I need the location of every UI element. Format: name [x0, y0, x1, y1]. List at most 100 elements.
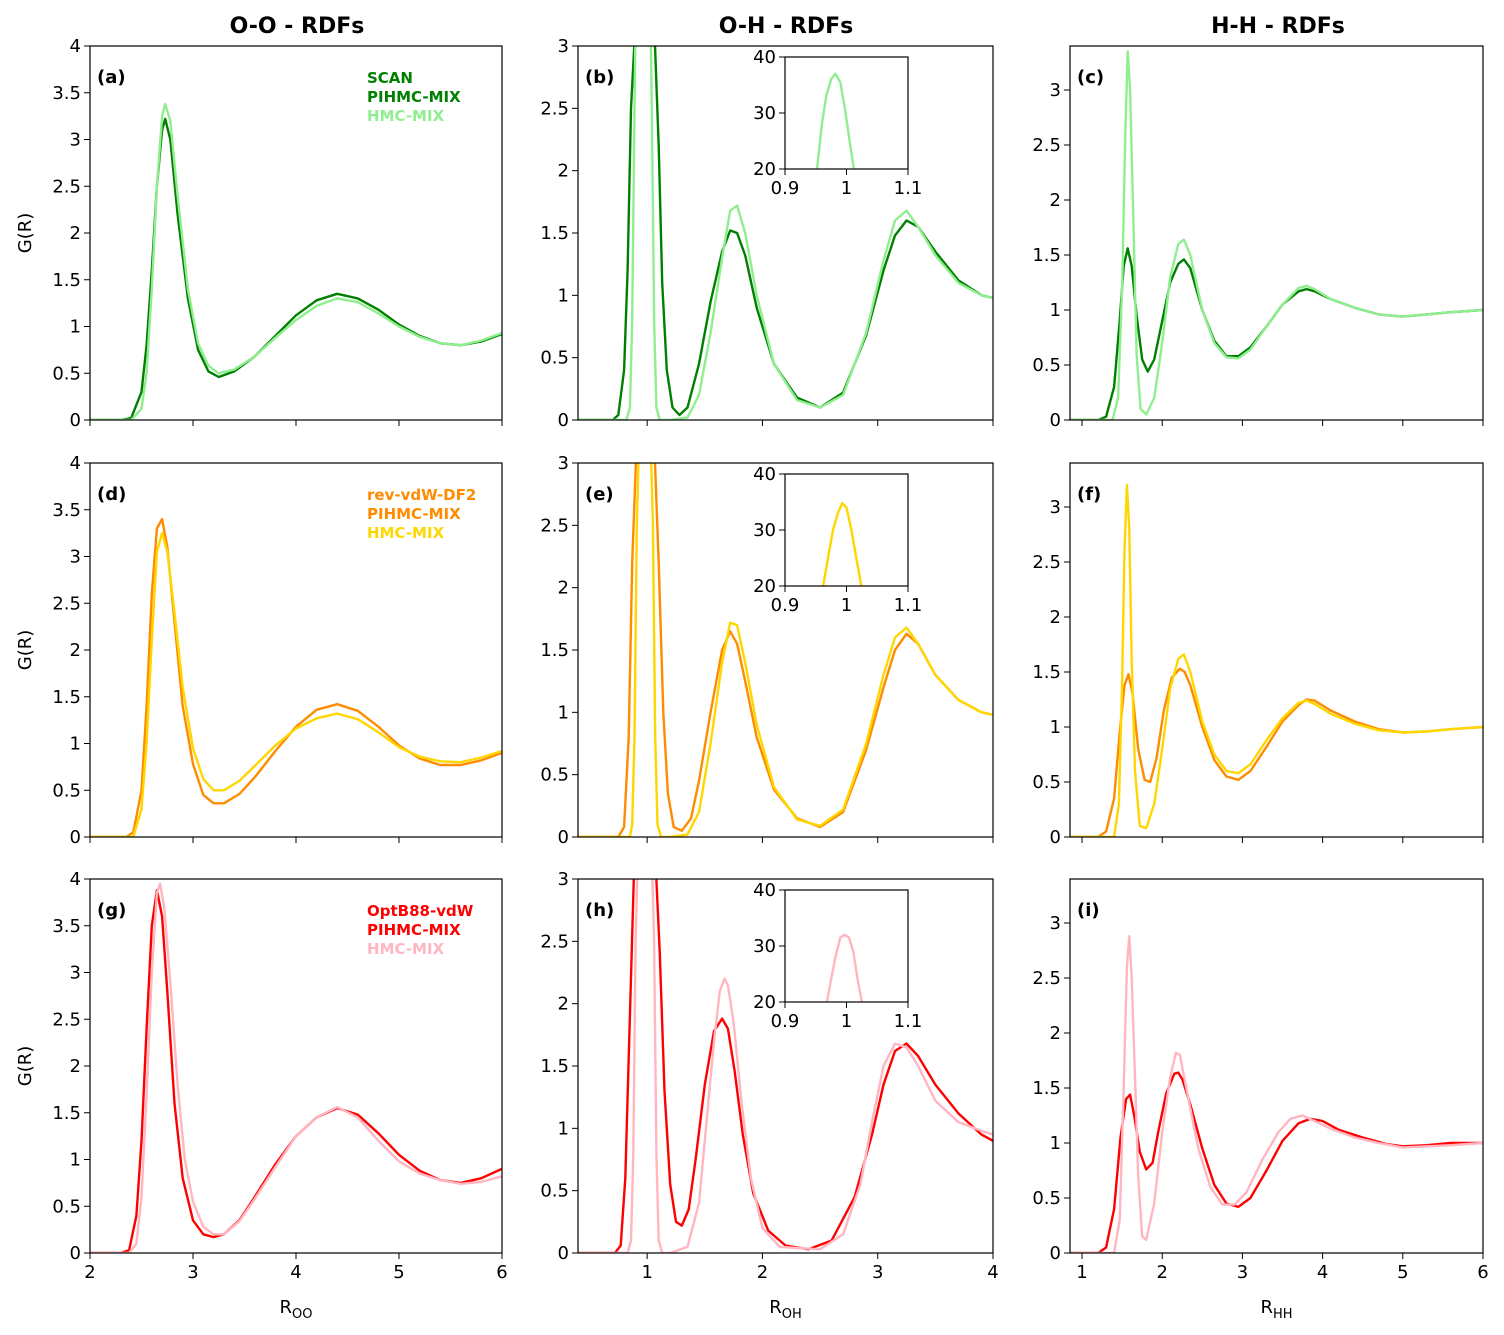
series-line-0	[815, 72, 856, 169]
series-line-0	[1070, 247, 1483, 420]
x-tick-label: 0.9	[771, 595, 800, 616]
y-tick-label: 0.5	[1032, 772, 1061, 793]
y-tick-label: 3	[558, 36, 569, 57]
panel-i: 0 0.5 1 1.5 2 2.5 3 1 2 3 4 5 6 (i) RHH	[1032, 878, 1489, 1322]
y-tick-label: 2	[558, 994, 569, 1015]
y-tick-label: 1	[558, 285, 569, 306]
panels: 00.511.522.533.54(a)G(R)SCANPIHMC-MIXHMC…	[15, 36, 1489, 1322]
panel-a: 0 0.5 1 1.5 2 2.5 3 3.5 4 (a) G(R) SCANPIHMC-MIXHMC…	[15, 36, 503, 431]
inset: 20 30 40 0.9 1 1.1	[753, 880, 922, 1032]
axes-frame	[1069, 462, 1484, 838]
panel-f: 0 0.5 1 1.5 2 2.5 3 (f)	[1032, 462, 1484, 848]
x-axis-label-sub: HH	[1273, 1307, 1293, 1322]
series-group	[815, 72, 856, 169]
y-tick-label: 0	[1050, 1243, 1061, 1264]
y-tick-label: 1	[558, 1118, 569, 1139]
x-axis-label: ROO	[280, 1297, 313, 1322]
x-tick-label: 3	[872, 1262, 883, 1283]
panel-label: (f)	[1077, 484, 1101, 505]
y-tick-label: 1	[70, 317, 81, 338]
y-tick-label: 0	[1050, 410, 1061, 431]
y-tick-label: 2	[558, 578, 569, 599]
series-line-0	[578, 879, 993, 1253]
column-titles: O-O - RDFs O-H - RDFs H-H - RDFs	[230, 14, 1345, 39]
series-group	[825, 933, 864, 1002]
y-tick-label: 1	[70, 1150, 81, 1171]
column-title-oo: O-O - RDFs	[230, 14, 365, 39]
x-tick-label: 2	[757, 1262, 768, 1283]
x-tick-label: 1	[841, 595, 852, 616]
x-tick-label: 5	[393, 1262, 404, 1283]
axes-frame	[784, 473, 909, 587]
series-group	[90, 882, 502, 1253]
x-axis-label: ROH	[769, 1297, 802, 1322]
series-line-1	[578, 463, 993, 837]
y-tick-label: 0	[70, 827, 81, 848]
y-tick-label: 1.5	[540, 1056, 569, 1077]
series-line-1	[1070, 50, 1483, 420]
y-tick-label: 1.5	[1032, 662, 1061, 683]
y-tick-label: 2.5	[52, 176, 81, 197]
y-tick-label: 1.5	[540, 223, 569, 244]
x-axis-label: RHH	[1260, 1297, 1292, 1322]
y-tick-label: 1.5	[52, 687, 81, 708]
axes-frame	[784, 889, 909, 1003]
y-tick-label: 3	[1050, 913, 1061, 934]
y-tick-label: 1.5	[540, 640, 569, 661]
y-axis-label: G(R)	[15, 630, 36, 671]
series-line-0	[578, 463, 993, 837]
y-tick-label: 2.5	[540, 931, 569, 952]
x-axis-label-sub: OO	[292, 1307, 312, 1322]
y-tick-label: 0	[558, 827, 569, 848]
y-tick-label: 30	[753, 936, 776, 957]
series-group	[1070, 483, 1483, 837]
x-tick-label: 5	[1397, 1262, 1408, 1283]
x-tick-label: 1	[841, 1011, 852, 1032]
x-tick-label: 3	[187, 1262, 198, 1283]
y-tick-label: 0	[558, 410, 569, 431]
panel-c: 0 0.5 1 1.5 2 2.5 3 (c)	[1032, 45, 1484, 431]
series-line-0	[825, 933, 864, 1002]
y-tick-label: 0	[70, 410, 81, 431]
y-tick-label: 2	[1050, 1023, 1061, 1044]
series-group	[90, 517, 502, 837]
y-tick-label: 0	[70, 1243, 81, 1264]
y-axis-label: G(R)	[15, 213, 36, 254]
legend-entry: PIHMC-MIX	[367, 505, 461, 523]
series-group	[90, 102, 502, 420]
panel-label: (g)	[97, 900, 126, 921]
panel-label: (a)	[97, 67, 126, 88]
panel-label: (h)	[585, 900, 614, 921]
y-tick-label: 1	[1050, 717, 1061, 738]
y-tick-label: 2	[70, 223, 81, 244]
y-tick-label: 0.5	[1032, 1188, 1061, 1209]
series-line-1	[90, 531, 502, 837]
panel-e: 0 0.5 1 1.5 2 2.5 3 (e) 20 30 40 0.9 1 1.1	[540, 453, 994, 848]
legend-entry: rev-vdW-DF2	[367, 486, 476, 504]
series-line-1	[90, 882, 502, 1253]
panel-b: 0 0.5 1 1.5 2 2.5 3 (b) 20 30 40 0.9 1 1.1	[540, 36, 994, 431]
y-tick-label: 4	[70, 36, 81, 57]
y-tick-label: 1.5	[1032, 245, 1061, 266]
y-tick-label: 0.5	[1032, 355, 1061, 376]
y-tick-label: 0.5	[52, 1196, 81, 1217]
x-tick-label: 2	[84, 1262, 95, 1283]
panel-label: (i)	[1077, 900, 1100, 921]
x-tick-label: 4	[1317, 1262, 1328, 1283]
axes-frame	[1069, 45, 1484, 421]
legend-entry: OptB88-vdW	[367, 902, 474, 920]
y-tick-label: 0.5	[540, 1181, 569, 1202]
y-tick-label: 1	[1050, 300, 1061, 321]
y-tick-label: 20	[753, 159, 776, 180]
y-tick-label: 1	[558, 702, 569, 723]
y-tick-label: 2.5	[1032, 135, 1061, 156]
x-tick-label: 1.1	[894, 595, 923, 616]
x-tick-label: 1	[841, 178, 852, 199]
x-axis-label-main: R	[280, 1297, 293, 1318]
series-group	[1070, 50, 1483, 420]
series-line-0	[821, 501, 863, 586]
y-tick-label: 0	[558, 1243, 569, 1264]
axes-frame	[1069, 878, 1484, 1254]
